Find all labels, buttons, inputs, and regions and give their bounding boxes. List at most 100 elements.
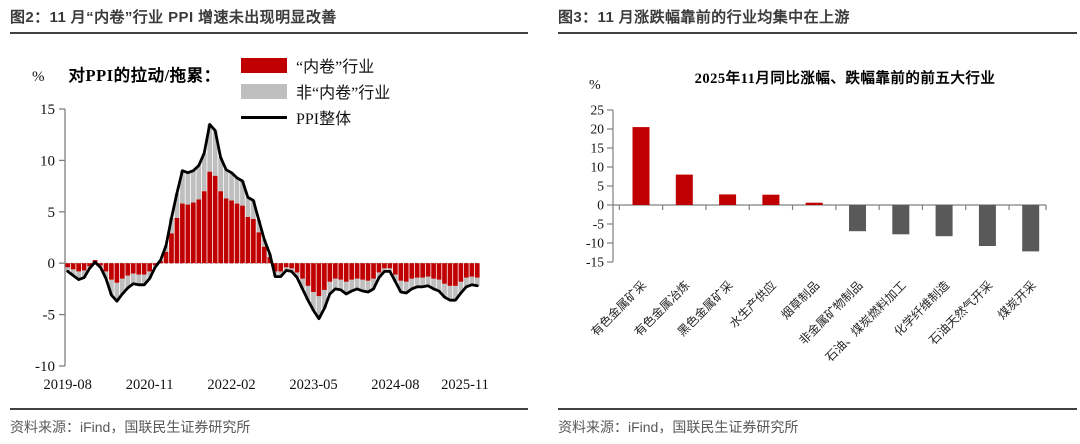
non-neijuan-bar xyxy=(376,272,382,278)
left-x-tick-label: 2019-08 xyxy=(44,377,92,393)
left-y-tick-label: -10 xyxy=(35,359,55,375)
non-neijuan-bar xyxy=(212,130,218,176)
non-neijuan-bar xyxy=(354,278,360,289)
neijuan-bar xyxy=(190,202,196,264)
neijuan-bar xyxy=(332,263,338,279)
neijuan-bar xyxy=(76,263,81,272)
neijuan-bar xyxy=(447,263,453,286)
non-neijuan-bar xyxy=(382,268,387,272)
non-neijuan-bar xyxy=(327,281,333,295)
neijuan-bar xyxy=(442,263,447,284)
legend-row-neijuan: “内卷”行业 xyxy=(241,52,390,78)
neijuan-bar xyxy=(240,205,245,264)
non-neijuan-bar xyxy=(294,272,300,278)
neijuan-bar xyxy=(436,263,442,280)
neijuan-bar xyxy=(327,263,333,282)
neijuan-bar xyxy=(283,263,289,268)
neijuan-bar xyxy=(98,263,103,266)
non-neijuan-bar xyxy=(119,278,125,295)
neijuan-bar xyxy=(425,263,431,277)
non-neijuan-bar xyxy=(76,271,81,280)
neijuan-bar xyxy=(469,263,475,277)
gain-industry-bar xyxy=(805,202,823,205)
gain-industry-bar xyxy=(762,194,780,205)
left-chart-annotation: 对PPI的拉动/拖累： xyxy=(68,66,221,85)
non-neijuan-bar xyxy=(218,157,223,192)
left-x-tick-label: 2025-11 xyxy=(441,377,489,393)
non-neijuan-bar xyxy=(360,279,365,291)
neijuan-bar xyxy=(474,263,480,278)
non-neijuan-bar xyxy=(414,277,420,287)
neijuan-bar xyxy=(70,263,76,270)
neijuan-bar xyxy=(174,217,180,264)
non-neijuan-bar xyxy=(365,280,371,292)
non-neijuan-bar xyxy=(229,172,234,201)
right-y-tick-label: -10 xyxy=(586,236,604,251)
non-neijuan-bar xyxy=(185,172,191,205)
neijuan-bar xyxy=(251,219,256,264)
industry-category-label: 烟草制品 xyxy=(778,278,822,322)
non-neijuan-bar xyxy=(245,197,251,217)
left-y-tick-label: 5 xyxy=(48,205,56,221)
legend-row-non-neijuan: 非“内卷”行业 xyxy=(241,78,390,104)
neijuan-bar xyxy=(229,200,234,264)
neijuan-bar xyxy=(256,232,262,264)
neijuan-bar xyxy=(431,263,436,279)
non-neijuan-bar xyxy=(300,278,305,289)
non-neijuan-bar xyxy=(114,282,120,302)
non-neijuan-bar xyxy=(332,278,338,289)
non-neijuan-bar xyxy=(196,165,202,200)
ppi-contribution-chart: 15 10 5 0 -5 -10 2019-08 2020-11 2022-02 2023-05 2… xyxy=(35,102,489,393)
neijuan-bar xyxy=(349,263,355,280)
figure3-source: 资料来源：iFind，国联民生证券研究所 xyxy=(558,408,1077,437)
right-chart-inner-title: 2025年11月同比涨幅、跌幅靠前的前五大行业 xyxy=(694,71,996,87)
right-y-tick-label: -5 xyxy=(593,217,604,232)
neijuan-bar xyxy=(272,263,278,272)
neijuan-bar xyxy=(223,198,229,264)
left-y-axis-unit: % xyxy=(32,69,45,85)
non-neijuan-bar xyxy=(409,278,415,289)
non-neijuan-bar xyxy=(190,170,196,203)
non-neijuan-bar xyxy=(305,285,311,301)
neijuan-bar xyxy=(103,263,109,272)
non-neijuan-series-label: 非“内卷”行业 xyxy=(296,85,391,102)
gain-industry-bar xyxy=(719,194,737,205)
neijuan-bar xyxy=(180,203,185,264)
neijuan-bar xyxy=(365,263,371,281)
neijuan-bar xyxy=(109,263,114,280)
neijuan-bar xyxy=(343,263,349,282)
non-neijuan-bar xyxy=(403,281,409,294)
figure2-chart-area: 15 10 5 0 -5 -10 2019-08 2020-11 2022-02 2023-05 2… xyxy=(10,34,528,408)
non-neijuan-bar xyxy=(201,153,207,192)
non-neijuan-bar xyxy=(223,169,229,199)
non-neijuan-bar xyxy=(141,274,147,285)
neijuan-series-label: “内卷”行业 xyxy=(296,59,375,76)
gain-industry-bar xyxy=(632,127,650,205)
neijuan-bar xyxy=(289,263,294,269)
ppi-line-label: PPI整体 xyxy=(296,111,352,128)
neijuan-bar xyxy=(234,203,240,264)
non-neijuan-bar xyxy=(251,200,256,219)
neijuan-bar xyxy=(207,171,213,264)
non-neijuan-bar xyxy=(474,277,480,286)
neijuan-bar xyxy=(371,263,376,279)
non-neijuan-bar xyxy=(322,289,327,309)
neijuan-bar xyxy=(387,263,393,269)
ppi-line xyxy=(66,123,479,321)
neijuan-bar xyxy=(261,246,267,264)
neijuan-bar xyxy=(382,263,387,269)
non-neijuan-bar xyxy=(398,280,404,292)
left-chart-legend: “内卷”行业 非“内卷”行业 PPI整体 xyxy=(241,52,390,130)
figure3-chart-area: 25 20 15 10 5 0 -5 -10 -15 有色金属矿采 有色金属冶炼 黑色金属矿采 水生产供… xyxy=(558,34,1077,408)
neijuan-bar xyxy=(458,263,464,282)
non-neijuan-bar xyxy=(125,275,131,288)
figure2-panel: 图2：11 月“内卷”行业 PPI 增速未出现明显改善 15 10 5 0 -5 -10 2… xyxy=(10,8,528,437)
non-neijuan-series-swatch xyxy=(241,83,287,99)
non-neijuan-bar xyxy=(103,271,109,279)
neijuan-bar xyxy=(360,263,365,280)
left-y-tick-label: -5 xyxy=(43,308,56,324)
neijuan-bar xyxy=(420,263,426,278)
left-x-tick-label: 2022-02 xyxy=(207,377,255,393)
non-neijuan-bar xyxy=(174,193,180,218)
